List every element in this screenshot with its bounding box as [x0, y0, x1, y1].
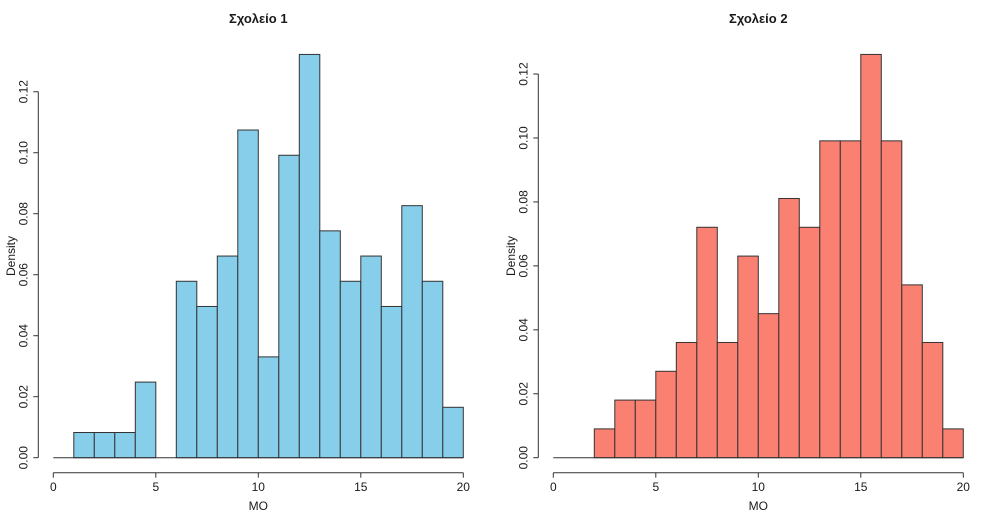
histogram-bar	[942, 428, 964, 459]
chart-title: Σχολείο 2	[729, 11, 788, 26]
histogram-bar	[757, 313, 780, 459]
histogram-bar	[737, 255, 759, 459]
histogram-bar	[442, 406, 464, 459]
x-tick-label: 5	[652, 480, 659, 494]
histogram-bar	[421, 280, 444, 459]
histogram-bar	[675, 341, 698, 459]
histogram-bar	[319, 230, 341, 459]
histogram-bar	[114, 432, 136, 459]
histogram-bar	[778, 197, 800, 459]
y-tick-label: 0.08	[17, 202, 31, 226]
x-axis-label: MO	[249, 499, 268, 513]
histogram-bar	[860, 53, 882, 459]
x-tick-label: 20	[457, 480, 471, 494]
y-tick-label: 0.08	[517, 190, 531, 214]
x-tick-label: 10	[252, 480, 266, 494]
y-tick-label: 0.00	[17, 446, 31, 470]
histogram-bar	[134, 381, 157, 459]
x-tick-label: 0	[550, 480, 557, 494]
histogram-bar	[93, 432, 116, 459]
histogram-bar	[360, 255, 382, 459]
histogram-bar	[298, 53, 321, 459]
x-tick-label: 10	[752, 480, 766, 494]
y-tick-label: 0.10	[17, 141, 31, 165]
y-tick-label: 0.10	[517, 126, 531, 150]
histogram-bar	[880, 140, 903, 459]
histogram-bar	[380, 305, 403, 459]
histogram-bar	[216, 255, 239, 459]
histogram-bar	[901, 284, 923, 459]
x-tick-label: 20	[957, 480, 971, 494]
y-axis-label: Density	[4, 236, 18, 276]
y-tick-label: 0.04	[17, 324, 31, 348]
histogram-bar	[73, 432, 95, 459]
y-tick-label: 0.02	[17, 385, 31, 409]
histogram-bar	[175, 280, 198, 459]
histogram-bar	[257, 356, 280, 459]
histogram-bar	[696, 226, 718, 459]
histogram-bar	[614, 399, 636, 459]
histogram-bar	[921, 341, 944, 459]
x-tick-label: 0	[50, 480, 57, 494]
histogram-bar	[278, 154, 300, 459]
histogram-bar	[593, 428, 616, 459]
histogram-panel-2: 0 5 10 15 20 0.00 0.02 0.04 0.06 0.08 0.10 0.12 Σχολ…	[504, 11, 970, 513]
histogram-bar	[339, 280, 362, 459]
y-tick-label: 0.02	[517, 382, 531, 406]
y-tick-label: 0.06	[517, 254, 531, 278]
histogram-bar	[401, 205, 423, 459]
y-tick-label: 0.06	[17, 263, 31, 287]
x-tick-label: 15	[854, 480, 868, 494]
histogram-bar	[237, 129, 259, 459]
y-tick-label: 0.04	[517, 318, 531, 342]
y-tick-label: 0.00	[517, 446, 531, 470]
x-axis-label: MO	[749, 499, 768, 513]
histogram-bar	[634, 399, 657, 459]
x-tick-label: 5	[152, 480, 159, 494]
x-tick-label: 15	[354, 480, 368, 494]
y-axis-label: Density	[504, 236, 518, 276]
y-tick-label: 0.12	[517, 62, 531, 86]
histogram-bar	[839, 140, 862, 459]
chart-title: Σχολείο 1	[229, 11, 288, 26]
histogram-bar	[655, 370, 677, 459]
histogram-panel-1: 0 5 10 15 20 0.00 0.02 0.04 0.06 0.08 0.10 0.12 Σχολ…	[4, 11, 470, 513]
histogram-bar	[716, 341, 739, 459]
histogram-bar	[819, 140, 841, 459]
histogram-bar	[798, 226, 821, 459]
y-tick-label: 0.12	[17, 80, 31, 104]
histogram-bar	[196, 305, 218, 459]
